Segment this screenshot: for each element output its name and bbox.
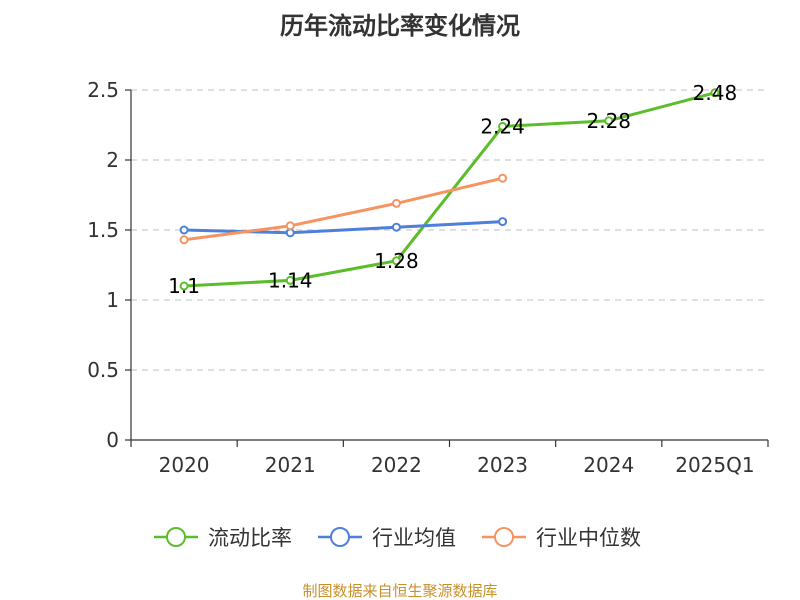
data-point[interactable] [604,116,614,126]
data-point[interactable] [391,222,401,232]
y-tick-label: 2.5 [87,78,119,102]
data-point[interactable] [285,221,295,231]
legend-item[interactable]: 行业均值 [318,526,456,550]
series-line-2 [182,176,505,242]
data-point[interactable] [498,217,508,227]
y-tick-label: 1.5 [87,218,119,242]
y-tick-label: 2 [106,148,119,172]
series-line-1 [182,220,505,235]
legend-label: 流动比率 [208,526,292,550]
legend-item[interactable]: 流动比率 [154,526,292,550]
data-label: 2.28 [586,109,631,133]
legend-marker-icon [166,527,186,547]
y-tick-label: 0 [106,428,119,452]
data-label: 2.24 [480,114,525,138]
x-tick-label: 2024 [583,453,634,477]
y-tick-label: 0.5 [87,358,119,382]
x-tick-label: 2021 [265,453,316,477]
data-labels: 1.1 1.14 1.28 2.24 2.28 2.48 [168,81,737,298]
data-point[interactable] [710,88,720,98]
legend-label: 行业中位数 [536,526,641,550]
data-point[interactable] [285,228,295,238]
axes: 0 0.5 1 1.5 2 2.5 2020 2021 2022 2023 2024 2025Q1 [87,78,769,477]
data-label: 1.1 [168,274,200,298]
grid-lines [131,89,768,371]
legend-marker-icon [330,527,350,547]
series-group [179,88,720,291]
data-point[interactable] [498,173,508,183]
source-note: 制图数据来自恒生聚源数据库 [302,582,497,600]
x-tick-label: 2023 [477,453,528,477]
legend[interactable]: 流动比率 行业均值 行业中位数 [154,526,641,550]
data-point[interactable] [285,275,295,285]
data-label: 1.28 [374,249,419,273]
data-label: 2.48 [693,81,738,105]
data-point[interactable] [179,235,189,245]
x-tick-label: 2025Q1 [675,453,754,477]
data-point[interactable] [391,256,401,266]
x-tick-label: 2020 [159,453,210,477]
data-label: 1.14 [268,268,313,292]
y-tick-label: 1 [106,288,119,312]
series-line-0 [182,91,717,288]
data-point[interactable] [179,281,189,291]
data-point[interactable] [498,121,508,131]
legend-item[interactable]: 行业中位数 [482,526,641,550]
data-point[interactable] [179,225,189,235]
data-point[interactable] [391,198,401,208]
chart-title: 历年流动比率变化情况 [280,12,520,40]
legend-marker-icon [494,527,514,547]
legend-label: 行业均值 [372,526,456,550]
x-tick-label: 2022 [371,453,422,477]
